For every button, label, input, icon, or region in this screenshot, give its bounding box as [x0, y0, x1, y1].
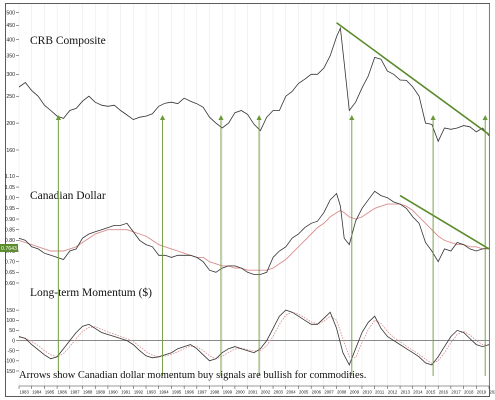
y-tick-label: 1.10 — [5, 174, 15, 180]
y-tick-label: 1.05 — [5, 185, 15, 191]
x-tick-label: 2001 — [248, 390, 258, 395]
x-tick-label: 1994 — [159, 390, 169, 395]
y-tick-label: 400 — [6, 37, 15, 43]
y-tick-label: 0.60 — [5, 281, 15, 287]
x-tick-label: 1986 — [58, 390, 68, 395]
canadian-dollar-panel: 1.101.051.000.950.900.850.800.750.700.65… — [0, 174, 490, 287]
x-tick-label: 1995 — [172, 390, 182, 395]
cad-panel-title: Canadian Dollar — [30, 190, 106, 202]
x-tick-label: 2013 — [401, 390, 411, 395]
buy-signal-arrowhead — [256, 115, 262, 120]
y-tick-label: -50 — [8, 349, 16, 355]
x-tick-label: 2007 — [324, 390, 334, 395]
momentum-panel-title: Long-term Momentum ($) — [30, 286, 152, 299]
cad-series: 0.7643 — [0, 190, 490, 275]
y-tick-label: 50 — [9, 328, 15, 334]
crb-panel-title: CRB Composite — [30, 35, 106, 47]
x-tick-label: 2002 — [261, 390, 271, 395]
y-tick-label: 350 — [6, 53, 15, 59]
buy-signal-arrowhead — [430, 115, 436, 120]
x-tick-label: 1990 — [108, 390, 118, 395]
x-tick-label: 2003 — [274, 390, 284, 395]
x-tick-label: 1991 — [121, 390, 131, 395]
buy-signal-arrows — [55, 115, 488, 376]
x-tick-label: 2012 — [388, 390, 398, 395]
x-tick-label: 2014 — [413, 390, 423, 395]
momentum-series — [18, 309, 490, 366]
y-tick-label: 300 — [6, 72, 15, 78]
y-tick-label: 0.80 — [5, 238, 15, 244]
y-tick-label: 0 — [12, 338, 15, 344]
crb-composite-panel: 500 450 400 350 300 250 200 160 CRB Composite — [6, 11, 490, 154]
x-tick-label: 2015 — [426, 390, 436, 395]
trendline — [336, 22, 490, 136]
cad-y-axis: 1.101.051.000.950.900.850.800.750.700.65… — [5, 174, 19, 287]
trendline — [399, 194, 490, 250]
x-tick-label: 2019 — [477, 390, 487, 395]
momentum-panel: 150 100 50 0 -50 -100 -150 Long-term Momentum … — [5, 286, 490, 375]
year-axis: 1983 1984 1985 1986 1987 1988 1989 1990 1991 1992… — [18, 385, 495, 395]
y-tick-label: 100 — [6, 318, 15, 324]
y-tick-label: 0.85 — [5, 227, 15, 233]
year-grid — [18, 4, 490, 386]
buy-signal-arrowhead — [55, 115, 61, 120]
current-value-marker — [0, 243, 18, 252]
x-tick-label: 2004 — [286, 390, 296, 395]
x-tick-label: 2000 — [235, 390, 245, 395]
price-line — [18, 309, 490, 366]
y-tick-label: 450 — [6, 23, 15, 29]
x-tick-label: 2020 — [490, 390, 495, 395]
y-tick-label: 160 — [6, 148, 15, 154]
buy-signal-arrowhead — [482, 115, 488, 120]
price-line — [18, 26, 490, 143]
y-tick-label: 500 — [6, 11, 15, 17]
x-tick-label: 1993 — [147, 390, 157, 395]
x-tick-label: 2018 — [464, 390, 474, 395]
buy-signal-arrowhead — [349, 115, 355, 120]
x-tick-label: 2008 — [337, 390, 347, 395]
x-tick-label: 1992 — [134, 390, 144, 395]
current-value-label: 0.7643 — [1, 246, 17, 252]
x-tick-label: 2006 — [312, 390, 322, 395]
y-tick-label: 0.95 — [5, 206, 15, 212]
x-tick-label: 1998 — [210, 390, 220, 395]
x-tick-label: 1983 — [20, 390, 30, 395]
y-tick-label: 1.00 — [5, 196, 15, 202]
crb-y-axis: 500 450 400 350 300 250 200 160 — [6, 11, 19, 154]
x-tick-label: 2011 — [375, 390, 385, 395]
y-tick-label: 0.70 — [5, 259, 15, 265]
y-tick-label: -150 — [5, 369, 15, 375]
x-tick-label: 2010 — [362, 390, 372, 395]
annotation-note: Arrows show Canadian dollar momentum buy… — [19, 370, 366, 381]
x-tick-label: 1989 — [96, 390, 106, 395]
x-tick-label: 2005 — [299, 390, 309, 395]
x-tick-label: 1987 — [70, 390, 80, 395]
x-tick-label: 2009 — [350, 390, 360, 395]
signal-line — [18, 311, 490, 364]
x-tick-label: 1997 — [197, 390, 207, 395]
x-tick-label: 1988 — [83, 390, 93, 395]
y-tick-label: 0.65 — [5, 270, 15, 276]
buy-signal-arrowhead — [159, 115, 166, 120]
y-tick-label: 150 — [6, 308, 15, 314]
y-tick-label: 250 — [6, 94, 15, 100]
x-tick-label: 1996 — [185, 390, 195, 395]
y-tick-label: -100 — [5, 359, 15, 365]
y-tick-label: 200 — [6, 121, 15, 127]
buy-signal-arrowhead — [218, 115, 224, 120]
price-line — [18, 190, 490, 275]
x-tick-label: 1999 — [223, 390, 233, 395]
crb-series — [18, 22, 490, 143]
y-tick-label: 0.90 — [5, 217, 15, 223]
x-tick-label: 1985 — [45, 390, 55, 395]
x-tick-label: 2016 — [439, 390, 449, 395]
moving-average-line — [18, 203, 489, 271]
momentum-y-axis: 150 100 50 0 -50 -100 -150 — [5, 308, 19, 375]
x-tick-label: 1984 — [32, 390, 42, 395]
x-tick-label: 2017 — [451, 390, 461, 395]
